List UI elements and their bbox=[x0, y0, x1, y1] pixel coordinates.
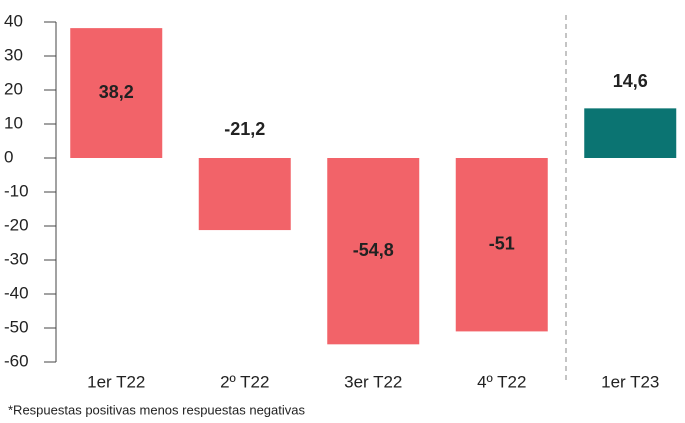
bar bbox=[455, 158, 548, 332]
bar bbox=[70, 28, 163, 159]
bar bbox=[584, 108, 677, 158]
y-tick-label: -30 bbox=[4, 249, 29, 268]
y-tick-label: -60 bbox=[4, 351, 29, 370]
x-tick-label: 2º T22 bbox=[220, 372, 269, 391]
value-label: 38,2 bbox=[99, 82, 134, 102]
y-tick-label: -50 bbox=[4, 317, 29, 336]
y-tick-label: 40 bbox=[4, 11, 23, 30]
x-tick-label: 4º T22 bbox=[477, 372, 526, 391]
y-tick-label: -10 bbox=[4, 181, 29, 200]
bar bbox=[327, 158, 420, 345]
x-tick-label: 1er T23 bbox=[601, 372, 659, 391]
y-tick-label: 10 bbox=[4, 113, 23, 132]
value-label: -21,2 bbox=[224, 119, 265, 139]
bar bbox=[198, 158, 291, 231]
value-label: 14,6 bbox=[613, 71, 648, 91]
y-tick-label: 30 bbox=[4, 45, 23, 64]
y-tick-label: -20 bbox=[4, 215, 29, 234]
value-label: -54,8 bbox=[353, 240, 394, 260]
y-tick-label: 0 bbox=[4, 147, 13, 166]
x-tick-label: 3er T22 bbox=[344, 372, 402, 391]
footnote: *Respuestas positivas menos respuestas n… bbox=[8, 402, 305, 417]
x-tick-label: 1er T22 bbox=[87, 372, 145, 391]
y-tick-label: -40 bbox=[4, 283, 29, 302]
value-label: -51 bbox=[489, 233, 515, 253]
y-tick-label: 20 bbox=[4, 79, 23, 98]
